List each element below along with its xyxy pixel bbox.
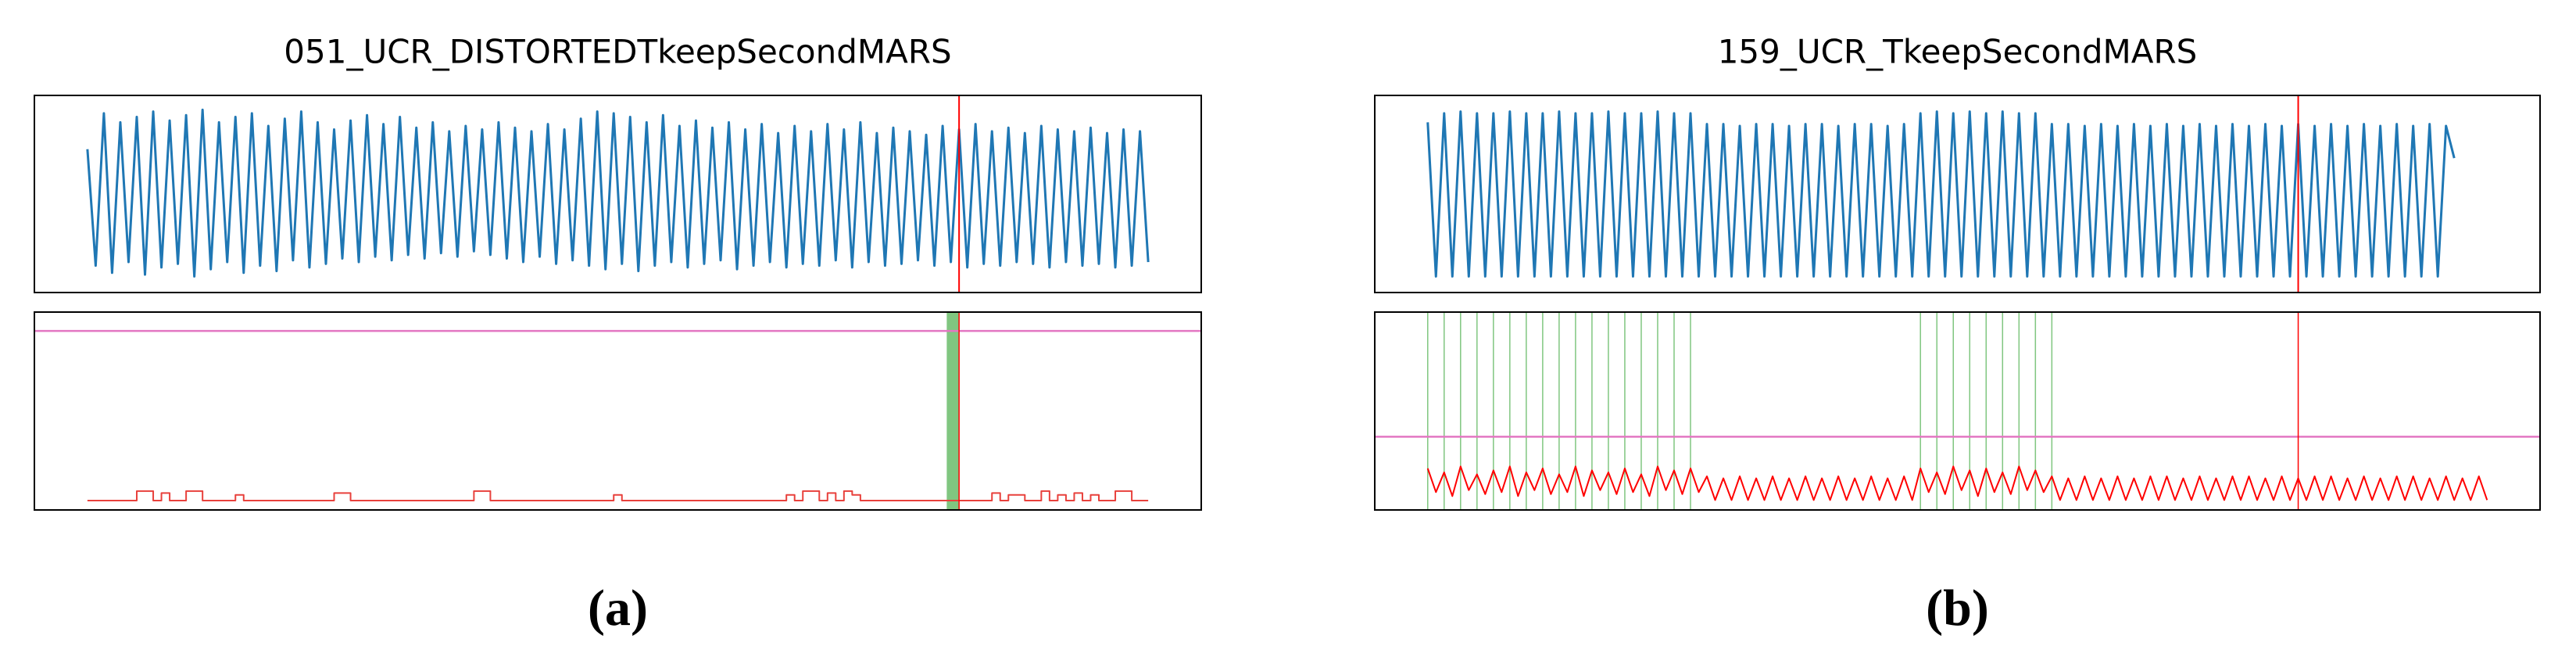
signal-line — [1426, 110, 2456, 278]
anomaly-region — [946, 312, 960, 510]
plot-frame — [1374, 95, 2541, 293]
panel-caption: (b) — [1926, 580, 1989, 637]
score-line — [87, 490, 1149, 501]
signal-line — [86, 108, 1150, 278]
score-line — [1426, 465, 2488, 501]
panel-title: 159_UCR_TkeepSecondMARS — [1718, 33, 2198, 71]
panel-title: 051_UCR_DISTORTEDTkeepSecondMARS — [284, 33, 951, 71]
panel-caption: (a) — [588, 580, 648, 637]
plot-frame — [1374, 311, 2541, 511]
plot-frame — [34, 311, 1202, 511]
plot-frame — [34, 95, 1202, 293]
